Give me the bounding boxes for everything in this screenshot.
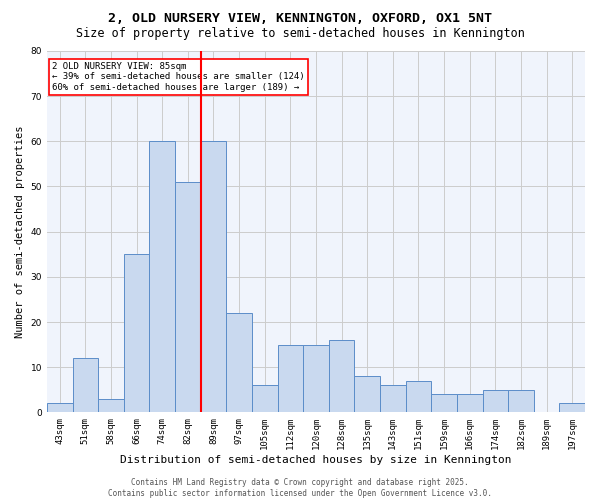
Bar: [98, 399, 124, 412]
Bar: [149, 142, 175, 412]
Text: 2 OLD NURSERY VIEW: 85sqm
← 39% of semi-detached houses are smaller (124)
60% of: 2 OLD NURSERY VIEW: 85sqm ← 39% of semi-…: [52, 62, 305, 92]
Bar: [559, 404, 585, 412]
Bar: [303, 344, 329, 412]
Bar: [431, 394, 457, 412]
Text: 2, OLD NURSERY VIEW, KENNINGTON, OXFORD, OX1 5NT: 2, OLD NURSERY VIEW, KENNINGTON, OXFORD,…: [108, 12, 492, 26]
Bar: [508, 390, 534, 412]
Bar: [47, 404, 73, 412]
Bar: [406, 380, 431, 412]
Bar: [252, 385, 278, 412]
Y-axis label: Number of semi-detached properties: Number of semi-detached properties: [15, 126, 25, 338]
Text: Size of property relative to semi-detached houses in Kennington: Size of property relative to semi-detach…: [76, 28, 524, 40]
Bar: [355, 376, 380, 412]
Bar: [380, 385, 406, 412]
Bar: [482, 390, 508, 412]
X-axis label: Distribution of semi-detached houses by size in Kennington: Distribution of semi-detached houses by …: [120, 455, 512, 465]
Bar: [457, 394, 482, 412]
Bar: [73, 358, 98, 412]
Bar: [226, 313, 252, 412]
Text: Contains HM Land Registry data © Crown copyright and database right 2025.
Contai: Contains HM Land Registry data © Crown c…: [108, 478, 492, 498]
Bar: [124, 254, 149, 412]
Bar: [200, 142, 226, 412]
Bar: [278, 344, 303, 412]
Bar: [329, 340, 355, 412]
Bar: [175, 182, 200, 412]
